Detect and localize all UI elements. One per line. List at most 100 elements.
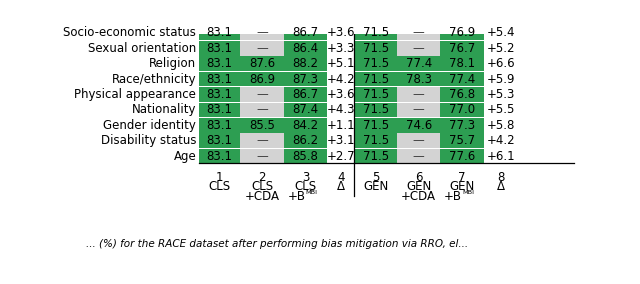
Bar xyxy=(397,103,440,117)
Text: +CDA: +CDA xyxy=(401,190,436,202)
Text: —: — xyxy=(256,103,268,116)
Bar xyxy=(241,133,284,148)
Text: 75.7: 75.7 xyxy=(449,134,475,147)
Text: Socio-economic status: Socio-economic status xyxy=(63,26,196,39)
Text: Nationality: Nationality xyxy=(132,103,196,116)
Bar xyxy=(397,118,440,133)
Bar xyxy=(440,103,484,117)
Text: CLS: CLS xyxy=(209,180,230,193)
Text: 87.3: 87.3 xyxy=(292,73,319,85)
Text: Physical appearance: Physical appearance xyxy=(74,88,196,101)
Text: 5: 5 xyxy=(372,171,380,184)
Text: 7: 7 xyxy=(458,171,466,184)
Text: 2: 2 xyxy=(259,171,266,184)
Bar xyxy=(241,41,284,56)
Text: +5.2: +5.2 xyxy=(486,42,515,55)
Bar xyxy=(198,26,241,40)
Bar xyxy=(440,133,484,148)
Bar xyxy=(198,87,241,102)
Bar xyxy=(198,57,241,71)
Bar xyxy=(355,72,397,86)
Text: 77.4: 77.4 xyxy=(406,57,432,70)
Bar xyxy=(284,57,327,71)
Text: Δ: Δ xyxy=(497,180,505,193)
Text: +3.1: +3.1 xyxy=(326,134,355,147)
Text: 74.6: 74.6 xyxy=(406,119,432,132)
Bar xyxy=(284,41,327,56)
Text: 1: 1 xyxy=(216,171,223,184)
Text: +4.2: +4.2 xyxy=(486,134,515,147)
Bar xyxy=(198,103,241,117)
Bar xyxy=(284,26,327,40)
Bar xyxy=(440,87,484,102)
Bar xyxy=(355,26,397,40)
Bar xyxy=(355,57,397,71)
Text: 84.2: 84.2 xyxy=(292,119,319,132)
Text: 78.1: 78.1 xyxy=(449,57,475,70)
Text: +5.5: +5.5 xyxy=(486,103,515,116)
Text: 85.8: 85.8 xyxy=(292,150,319,163)
Text: GEN: GEN xyxy=(406,180,431,193)
Text: 83.1: 83.1 xyxy=(207,134,232,147)
Bar xyxy=(440,72,484,86)
Text: +6.1: +6.1 xyxy=(486,150,515,163)
Bar xyxy=(241,118,284,133)
Text: —: — xyxy=(413,134,424,147)
Bar xyxy=(241,103,284,117)
Bar xyxy=(355,133,397,148)
Text: —: — xyxy=(256,134,268,147)
Text: GEN: GEN xyxy=(364,180,388,193)
Bar xyxy=(284,118,327,133)
Bar xyxy=(397,41,440,56)
Bar xyxy=(241,149,284,163)
Text: 83.1: 83.1 xyxy=(207,42,232,55)
Text: 71.5: 71.5 xyxy=(363,134,389,147)
Text: 86.2: 86.2 xyxy=(292,134,319,147)
Bar xyxy=(355,118,397,133)
Text: —: — xyxy=(413,26,424,39)
Text: 85.5: 85.5 xyxy=(249,119,275,132)
Text: CLS: CLS xyxy=(294,180,317,193)
Text: 83.1: 83.1 xyxy=(207,26,232,39)
Text: 77.4: 77.4 xyxy=(449,73,475,85)
Text: 71.5: 71.5 xyxy=(363,73,389,85)
Text: 76.7: 76.7 xyxy=(449,42,475,55)
Bar xyxy=(440,41,484,56)
Text: 86.4: 86.4 xyxy=(292,42,319,55)
Text: CLS: CLS xyxy=(251,180,273,193)
Text: +B: +B xyxy=(444,190,462,202)
Bar xyxy=(284,133,327,148)
Bar xyxy=(198,149,241,163)
Text: 83.1: 83.1 xyxy=(207,73,232,85)
Bar xyxy=(397,72,440,86)
Text: 78.3: 78.3 xyxy=(406,73,431,85)
Text: 86.7: 86.7 xyxy=(292,88,319,101)
Text: 71.5: 71.5 xyxy=(363,57,389,70)
Text: +5.8: +5.8 xyxy=(486,119,515,132)
Text: +6.6: +6.6 xyxy=(486,57,515,70)
Text: +5.9: +5.9 xyxy=(486,73,515,85)
Bar xyxy=(241,26,284,40)
Bar xyxy=(397,57,440,71)
Text: 88.2: 88.2 xyxy=(292,57,319,70)
Bar xyxy=(355,149,397,163)
Bar xyxy=(198,41,241,56)
Text: 71.5: 71.5 xyxy=(363,88,389,101)
Text: Sexual orientation: Sexual orientation xyxy=(88,42,196,55)
Text: Gender identity: Gender identity xyxy=(104,119,196,132)
Text: 4: 4 xyxy=(337,171,344,184)
Text: +4.2: +4.2 xyxy=(326,73,355,85)
Bar xyxy=(355,103,397,117)
Bar xyxy=(284,72,327,86)
Text: ᴹᴮᴵ: ᴹᴮᴵ xyxy=(462,190,474,200)
Text: 6: 6 xyxy=(415,171,422,184)
Text: +5.3: +5.3 xyxy=(486,88,515,101)
Text: —: — xyxy=(413,42,424,55)
Text: +CDA: +CDA xyxy=(244,190,280,202)
Text: Disability status: Disability status xyxy=(100,134,196,147)
Bar xyxy=(440,26,484,40)
Bar xyxy=(397,26,440,40)
Text: 86.9: 86.9 xyxy=(249,73,275,85)
Text: 86.7: 86.7 xyxy=(292,26,319,39)
Text: —: — xyxy=(256,150,268,163)
